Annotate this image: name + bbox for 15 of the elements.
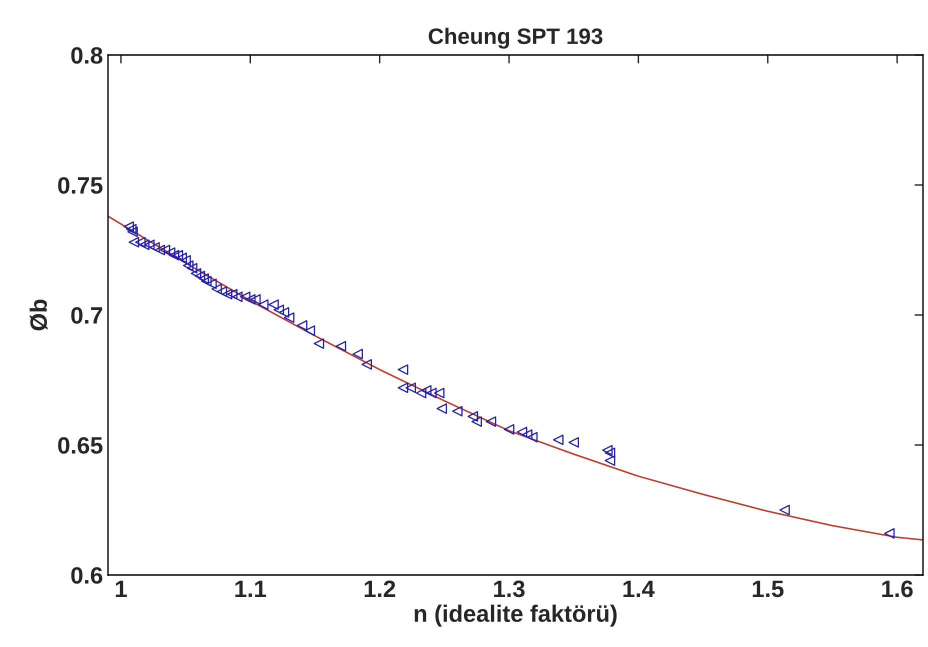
y-tick-label: 0.7 [71,307,102,324]
y-tick-label: 0.6 [71,567,102,584]
x-tick-label: 1.1 [235,580,266,597]
y-tick-label: 0.75 [58,177,102,194]
x-tick-label: 1 [116,580,127,597]
x-tick-label: 1.4 [623,580,655,597]
y-axis-title: Øb [30,300,48,330]
chart-title: Cheung SPT 193 [428,28,602,49]
x-tick-label: 1.5 [752,580,784,598]
y-tick-label: 0.65 [58,437,102,454]
x-tick-label: 1.2 [364,580,396,597]
x-axis-title: n (idealite faktörü) [414,604,617,627]
x-tick-label: 1.6 [882,580,913,598]
x-tick-label: 1.3 [494,580,525,598]
y-tick-label: 0.8 [71,47,102,64]
